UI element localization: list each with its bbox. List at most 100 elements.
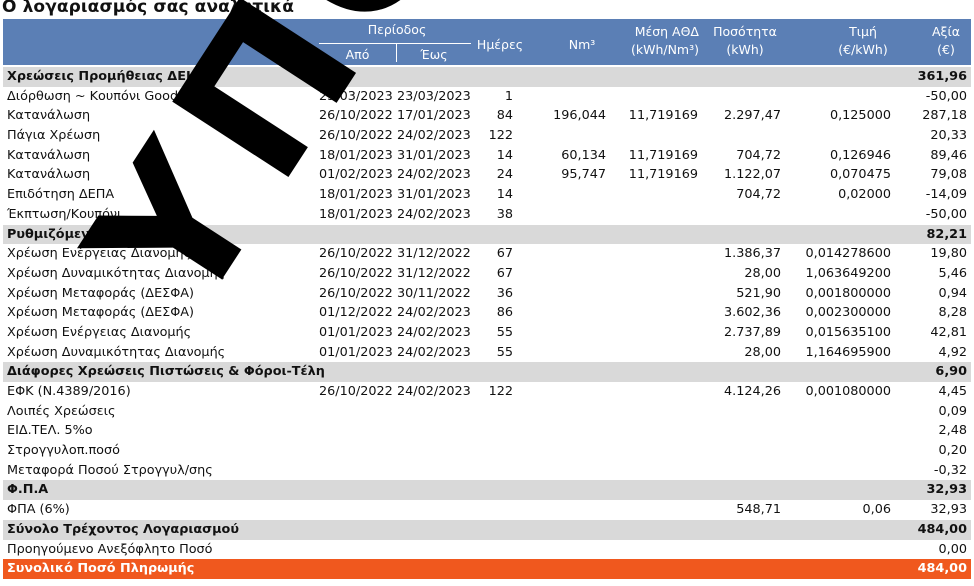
- section-row: Ρυθμιζόμενες Χρεώσεις 82,21: [3, 224, 971, 245]
- table-row: Χρέωση Δυναμικότητας Διανομής 26/10/2022 3…: [3, 264, 971, 284]
- cell-from: 26/10/2022: [319, 285, 393, 301]
- cell-from: 26/10/2022: [319, 384, 393, 399]
- cell-desc: Λοιπές Χρεώσεις: [7, 403, 116, 419]
- cell-days: 1: [504, 88, 513, 104]
- cell-days: 67: [496, 246, 513, 262]
- header-value-2: (€): [937, 42, 955, 57]
- cell-desc: Χρέωση Μεταφοράς (ΔΕΣΦΑ): [7, 305, 195, 321]
- table-row: ΕΙΔ.ΤΕΛ. 5%ο 2,48: [3, 421, 971, 441]
- header-qty-1: Ποσότητα: [713, 24, 777, 39]
- cell-val: 6,90: [935, 364, 967, 380]
- cell-nm3: 60,134: [561, 147, 606, 163]
- invoice-table-body: Χρεώσεις Προμήθειας ΔΕΗ 361,96 Διόρθωση ~ …: [3, 67, 971, 579]
- cell-desc: Πάγια Χρέωση: [7, 128, 101, 144]
- cell-desc: Χρεώσεις Προμήθειας ΔΕΗ: [7, 69, 197, 84]
- header-value-1: Αξία: [932, 24, 960, 39]
- cell-val: 2,48: [938, 423, 968, 439]
- table-row: Κατανάλωση 18/01/2023 31/01/2023 14 60,134 11…: [3, 146, 971, 166]
- cell-val: 79,08: [930, 167, 967, 183]
- cell-ath: 11,719169: [628, 167, 698, 183]
- cell-to: 31/12/2022: [397, 246, 471, 262]
- cell-val: 32,93: [926, 482, 967, 498]
- cell-desc: Διόρθωση ~ Κουπόνι Goodwill: [7, 88, 200, 104]
- cell-ath: 11,719169: [628, 108, 698, 124]
- table-row: Έκπτωση/Κουπόνι 18/01/2023 24/02/2023 38 -50…: [3, 205, 971, 225]
- table-row: Κατανάλωση 01/02/2023 24/02/2023 24 95,747 11…: [3, 165, 971, 185]
- cell-to: 30/11/2022: [397, 285, 471, 301]
- cell-from: 18/01/2023: [319, 147, 393, 163]
- cell-price: 0,014278600: [805, 246, 892, 262]
- cell-days: 38: [496, 206, 513, 222]
- cell-from: 26/10/2022: [319, 108, 393, 124]
- header-ath-2: (kWh/Nm³): [630, 42, 699, 57]
- cell-days: 86: [496, 305, 513, 321]
- cell-val: 287,18: [922, 108, 967, 124]
- cell-val: 19,80: [930, 246, 967, 262]
- cell-days: 84: [496, 108, 513, 124]
- table-row: Λοιπές Χρεώσεις 0,09: [3, 402, 971, 422]
- cell-price: 0,001080000: [805, 384, 892, 399]
- cell-desc: Χρέωση Μεταφοράς (ΔΕΣΦΑ): [7, 285, 195, 301]
- cell-val: 20,33: [930, 128, 967, 144]
- cell-days: 14: [496, 147, 513, 163]
- cell-price: 0,070475: [829, 167, 891, 183]
- header-period-divider: [319, 43, 471, 44]
- cell-from: 26/10/2022: [319, 246, 393, 262]
- cell-qty: 2.737,89: [724, 324, 781, 340]
- cell-qty: 521,90: [736, 285, 781, 301]
- cell-desc: Μεταφορά Ποσού Στρογγυλ/σης: [7, 462, 213, 478]
- cell-to: 31/01/2023: [397, 187, 471, 203]
- cell-to: 24/02/2023: [397, 305, 471, 321]
- header-qty-2: (kWh): [726, 42, 764, 57]
- table-row: Επιδότηση ΔΕΠΑ 18/01/2023 31/01/2023 14 704,…: [3, 185, 971, 205]
- cell-price: 0,02000: [838, 187, 891, 203]
- cell-from: 01/01/2023: [319, 344, 393, 360]
- header-to: Έως: [420, 47, 448, 62]
- cell-desc: Κατανάλωση: [7, 108, 91, 124]
- cell-price: 0,126946: [829, 147, 891, 163]
- cell-days: 14: [496, 187, 513, 203]
- cell-price: 1,164695900: [805, 344, 892, 360]
- cell-from: 26/10/2022: [319, 128, 393, 144]
- cell-from: 26/10/2022: [319, 265, 393, 281]
- cell-to: 17/01/2023: [397, 108, 471, 124]
- cell-to: 24/02/2023: [397, 344, 471, 360]
- cell-desc: Σύνολο Τρέχοντος Λογαριασμού: [7, 521, 239, 537]
- cell-val: -50,00: [925, 88, 967, 104]
- table-row: ΕΦΚ (Ν.4389/2016) 26/10/2022 24/02/2023 122…: [3, 382, 971, 402]
- cell-val: 8,28: [938, 305, 968, 321]
- cell-desc: Συνολικό Ποσό Πληρωμής: [7, 561, 195, 577]
- cell-days: 36: [496, 285, 513, 301]
- cell-qty: 28,00: [744, 344, 781, 360]
- cell-desc: Χρέωση Ενέργειας Διανομής: [7, 324, 192, 340]
- section-row: Χρεώσεις Προμήθειας ΔΕΗ 361,96: [3, 67, 971, 87]
- cell-from: 18/01/2023: [319, 206, 393, 222]
- cell-days: 55: [496, 324, 513, 340]
- header-price-1: Τιμή: [849, 24, 877, 39]
- cell-nm3: 95,747: [561, 167, 606, 183]
- cell-ath: 11,719169: [628, 147, 698, 163]
- cell-qty: 28,00: [744, 265, 781, 281]
- cell-from: 01/12/2022: [319, 305, 393, 321]
- cell-price: 0,125000: [829, 108, 891, 124]
- cell-desc: Φ.Π.Α: [7, 482, 49, 498]
- cell-desc: ΦΠΑ (6%): [7, 502, 70, 518]
- cell-to: 23/03/2023: [397, 88, 471, 104]
- table-row: Πάγια Χρέωση 26/10/2022 24/02/2023 122 20,33: [3, 126, 971, 146]
- cell-days: 24: [496, 167, 513, 183]
- cell-val: 0,00: [938, 541, 968, 557]
- table-row: Χρέωση Δυναμικότητας Διανομής 01/01/2023 2…: [3, 343, 971, 363]
- cell-val: 89,46: [930, 147, 967, 163]
- table-row: Κατανάλωση 26/10/2022 17/01/2023 84 196,044 1…: [3, 106, 971, 126]
- cell-desc: Έκπτωση/Κουπόνι: [7, 206, 122, 222]
- cell-price: 1,063649200: [805, 265, 892, 281]
- cell-to: 31/12/2022: [397, 265, 471, 281]
- cell-price: 0,06: [862, 502, 892, 518]
- cell-desc: ΕΙΔ.ΤΕΛ. 5%ο: [7, 423, 93, 439]
- table-row: Μεταφορά Ποσού Στρογγυλ/σης -0,32: [3, 461, 971, 481]
- cell-from: 23/03/2023: [319, 88, 393, 104]
- section-row: Φ.Π.Α 32,93: [3, 480, 971, 501]
- cell-val: -0,32: [933, 462, 967, 478]
- cell-val: 0,94: [938, 285, 968, 301]
- cell-desc: Χρέωση Δυναμικότητας Διανομής: [7, 265, 226, 281]
